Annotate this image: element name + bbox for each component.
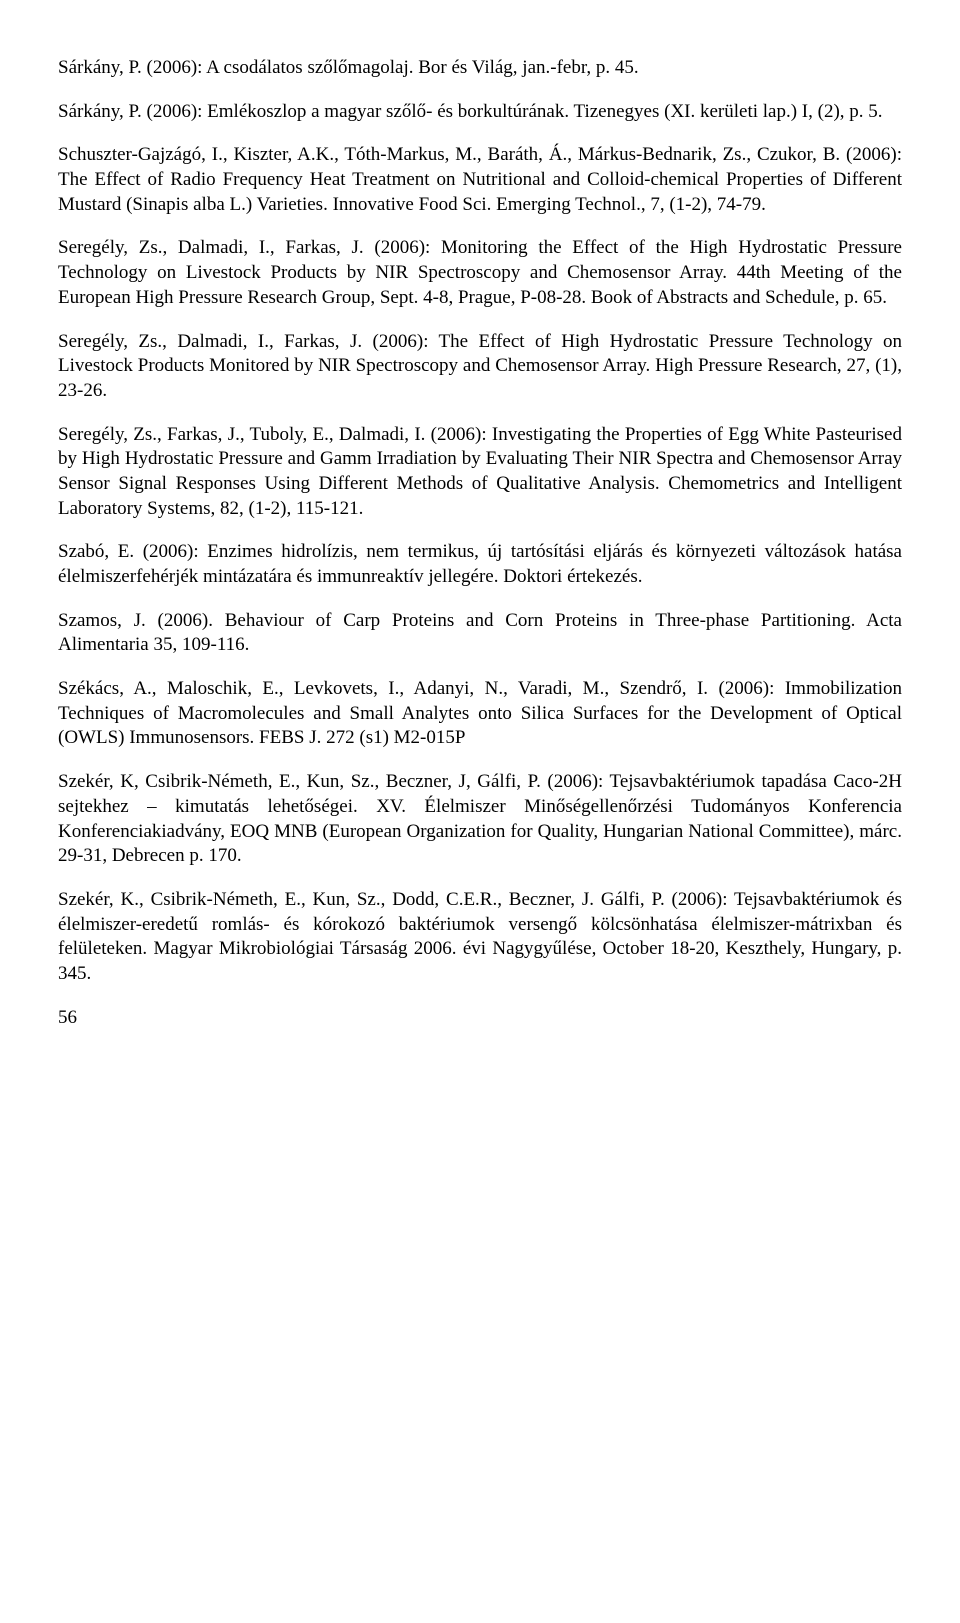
reference-item: Szekér, K., Csibrik-Németh, E., Kun, Sz.… bbox=[58, 888, 902, 987]
reference-item: Szekér, K, Csibrik-Németh, E., Kun, Sz.,… bbox=[58, 770, 902, 869]
reference-item: Szamos, J. (2006). Behaviour of Carp Pro… bbox=[58, 609, 902, 658]
page-number: 56 bbox=[58, 1006, 902, 1031]
reference-item: Seregély, Zs., Farkas, J., Tuboly, E., D… bbox=[58, 423, 902, 522]
reference-item: Seregély, Zs., Dalmadi, I., Farkas, J. (… bbox=[58, 330, 902, 404]
reference-item: Schuszter-Gajzágó, I., Kiszter, A.K., Tó… bbox=[58, 143, 902, 217]
reference-item: Sárkány, P. (2006): A csodálatos szőlőma… bbox=[58, 56, 902, 81]
reference-item: Seregély, Zs., Dalmadi, I., Farkas, J. (… bbox=[58, 236, 902, 310]
reference-item: Szabó, E. (2006): Enzimes hidrolízis, ne… bbox=[58, 540, 902, 589]
reference-item: Sárkány, P. (2006): Emlékoszlop a magyar… bbox=[58, 100, 902, 125]
reference-item: Székács, A., Maloschik, E., Levkovets, I… bbox=[58, 677, 902, 751]
